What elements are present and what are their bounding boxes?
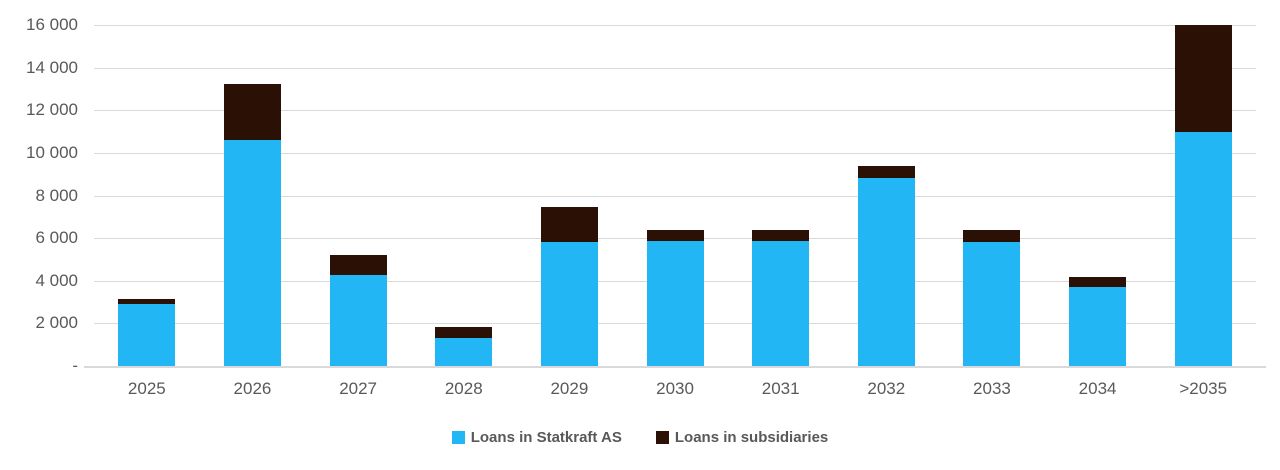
x-axis-tick-label: 2026: [233, 379, 272, 398]
bar-segment-loans-subsidiaries: [435, 326, 493, 339]
bar-stack: [963, 229, 1021, 366]
y-axis-tick-label: 10 000: [26, 142, 78, 162]
bar-segment-loans-subsidiaries: [646, 229, 704, 242]
y-axis-tick-label: 8 000: [35, 185, 78, 205]
bar-segment-loans-statkraft: [118, 304, 176, 366]
bar-segment-loans-statkraft: [646, 241, 704, 366]
x-axis-tick-label: >2035: [1179, 379, 1228, 398]
y-axis-tick-label: 12 000: [26, 100, 78, 120]
bar-segment-loans-subsidiaries: [118, 298, 176, 305]
y-axis-tick-label: 16 000: [26, 15, 78, 34]
gridline: [94, 195, 1256, 197]
bar-segment-loans-statkraft: [857, 178, 915, 366]
x-axis-tick-label: 2028: [444, 379, 483, 398]
bar-series: [94, 25, 1256, 366]
y-axis-tick-label: 4 000: [35, 270, 78, 290]
bar-stack: [329, 255, 387, 366]
legend-item-subsidiaries: Loans in subsidiaries: [655, 429, 829, 446]
legend-label-statkraft: Loans in Statkraft AS: [470, 429, 622, 446]
gridline: [94, 110, 1256, 112]
bar-segment-loans-statkraft: [1069, 287, 1127, 366]
bar-group-2029: [517, 25, 623, 366]
bar-stack: [435, 326, 493, 366]
bar-segment-loans-statkraft: [752, 241, 810, 366]
bar-segment-loans-statkraft: [963, 242, 1021, 366]
bar-stack: [1069, 276, 1127, 366]
bar-segment-loans-statkraft: [223, 140, 281, 366]
x-axis-tick-label: 2027: [339, 379, 378, 398]
y-axis: - 2 000 4 000 6 000 8 000 10 000 12 000 14 000 1…: [0, 0, 78, 470]
x-axis-line: [84, 366, 1266, 368]
bar-stack: [857, 165, 915, 366]
bar-segment-loans-subsidiaries: [223, 83, 281, 141]
plot-area: [94, 25, 1256, 366]
bar-segment-loans-subsidiaries: [1069, 276, 1127, 288]
gridline: [94, 67, 1256, 69]
legend-item-statkraft: Loans in Statkraft AS: [451, 429, 622, 446]
legend-label-subsidiaries: Loans in subsidiaries: [674, 429, 829, 446]
bar-group-2027: [305, 25, 411, 366]
bar-group-2033: [939, 25, 1045, 366]
bar-group-2030: [622, 25, 728, 366]
x-axis-tick-label: 2034: [1078, 379, 1117, 398]
bar-stack: [646, 229, 704, 366]
bar-segment-loans-subsidiaries: [857, 165, 915, 179]
bar-segment-loans-subsidiaries: [752, 229, 810, 242]
legend: Loans in Statkraft AS Loans in subsidiar…: [0, 429, 1280, 446]
y-axis-tick-label: -: [72, 356, 78, 375]
bar-segment-loans-statkraft: [329, 275, 387, 366]
y-axis-tick-label: 14 000: [26, 57, 78, 77]
x-axis: 2025 2026 2027 2028 2029 2030 2031 2032 2033 2034…: [94, 379, 1256, 399]
x-axis-tick-label: 2025: [127, 379, 166, 398]
bar-stack: [118, 298, 176, 366]
bar-segment-loans-subsidiaries: [1174, 25, 1232, 132]
statkraft-swatch-icon: [451, 431, 465, 444]
bar-group-2026: [200, 25, 306, 366]
bar-stack: [1174, 25, 1232, 366]
x-axis-tick-label: 2033: [973, 379, 1011, 398]
x-axis-tick-label: 2030: [656, 379, 694, 398]
bar-segment-loans-statkraft: [1174, 131, 1232, 366]
bar-group-2031: [728, 25, 834, 366]
gridline: [94, 152, 1256, 154]
bar-segment-loans-subsidiaries: [540, 207, 598, 243]
x-axis-tick-label: 2032: [867, 379, 906, 398]
x-axis-tick-label: 2031: [761, 379, 800, 398]
y-axis-tick-label: 2 000: [35, 313, 78, 333]
subsidiaries-swatch-icon: [655, 431, 669, 444]
bar-group-2032: [833, 25, 939, 366]
bar-stack: [752, 229, 810, 366]
bar-group-gt2035: [1150, 25, 1256, 366]
bar-segment-loans-statkraft: [435, 338, 493, 366]
bar-group-2025: [94, 25, 200, 366]
bar-group-2028: [411, 25, 517, 366]
bar-segment-loans-statkraft: [540, 242, 598, 366]
bar-segment-loans-subsidiaries: [329, 255, 387, 276]
x-axis-tick-label: 2029: [550, 379, 589, 398]
bar-segment-loans-subsidiaries: [963, 229, 1021, 243]
bar-stack: [223, 83, 281, 366]
bar-stack: [540, 207, 598, 366]
y-axis-tick-label: 6 000: [35, 228, 78, 248]
gridline: [94, 25, 1256, 26]
bar-group-2034: [1045, 25, 1151, 366]
